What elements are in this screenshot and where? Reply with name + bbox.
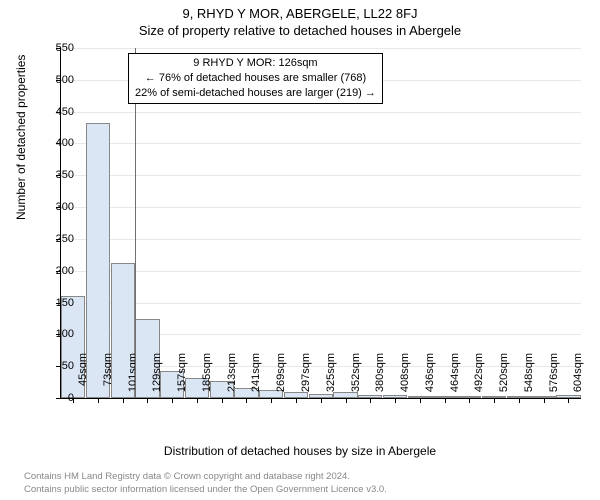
chart-area: 45sqm73sqm101sqm129sqm157sqm185sqm213sqm… (60, 48, 580, 398)
gridline (61, 239, 581, 240)
xtick-mark (222, 398, 223, 403)
xtick-mark (494, 398, 495, 403)
x-axis-label: Distribution of detached houses by size … (0, 444, 600, 458)
annotation-line3: 22% of semi-detached houses are larger (… (135, 86, 376, 101)
ytick-label: 550 (56, 42, 74, 54)
xtick-mark (147, 398, 148, 403)
attribution-text: Contains HM Land Registry data © Crown c… (24, 471, 387, 496)
gridline (61, 271, 581, 272)
gridline (61, 175, 581, 176)
xtick-mark (346, 398, 347, 403)
annotation-line2: ← 76% of detached houses are smaller (76… (135, 71, 376, 86)
ytick-label: 200 (56, 265, 74, 277)
xtick-mark (172, 398, 173, 403)
y-axis-label: Number of detached properties (14, 55, 28, 220)
ytick-label: 450 (56, 106, 74, 118)
xtick-mark (246, 398, 247, 403)
gridline (61, 303, 581, 304)
xtick-mark (296, 398, 297, 403)
xtick-mark (98, 398, 99, 403)
xtick-mark (271, 398, 272, 403)
xtick-mark (519, 398, 520, 403)
gridline (61, 143, 581, 144)
xtick-mark (123, 398, 124, 403)
annotation-line1: 9 RHYD Y MOR: 126sqm (135, 56, 376, 71)
ytick-label: 250 (56, 233, 74, 245)
xtick-mark (469, 398, 470, 403)
ytick-label: 500 (56, 74, 74, 86)
annotation-box: 9 RHYD Y MOR: 126sqm← 76% of detached ho… (128, 53, 383, 104)
plot-region: 45sqm73sqm101sqm129sqm157sqm185sqm213sqm… (60, 48, 581, 399)
ytick-mark (56, 398, 61, 399)
ytick-label: 300 (56, 201, 74, 213)
xtick-mark (544, 398, 545, 403)
attribution-line1: Contains HM Land Registry data © Crown c… (24, 471, 387, 483)
ytick-label: 350 (56, 169, 74, 181)
xtick-mark (370, 398, 371, 403)
gridline (61, 207, 581, 208)
ytick-label: 400 (56, 137, 74, 149)
xtick-mark (395, 398, 396, 403)
xtick-label: 604sqm (572, 353, 584, 403)
xtick-mark (197, 398, 198, 403)
chart-title: 9, RHYD Y MOR, ABERGELE, LL22 8FJ (0, 0, 600, 21)
gridline (61, 48, 581, 49)
ytick-label: 0 (68, 392, 74, 404)
ytick-label: 100 (56, 328, 74, 340)
attribution-line2: Contains public sector information licen… (24, 484, 387, 496)
xtick-mark (568, 398, 569, 403)
ytick-label: 150 (56, 297, 74, 309)
xtick-mark (445, 398, 446, 403)
gridline (61, 112, 581, 113)
ytick-label: 50 (62, 360, 74, 372)
xtick-mark (321, 398, 322, 403)
chart-subtitle: Size of property relative to detached ho… (0, 21, 600, 38)
xtick-mark (420, 398, 421, 403)
